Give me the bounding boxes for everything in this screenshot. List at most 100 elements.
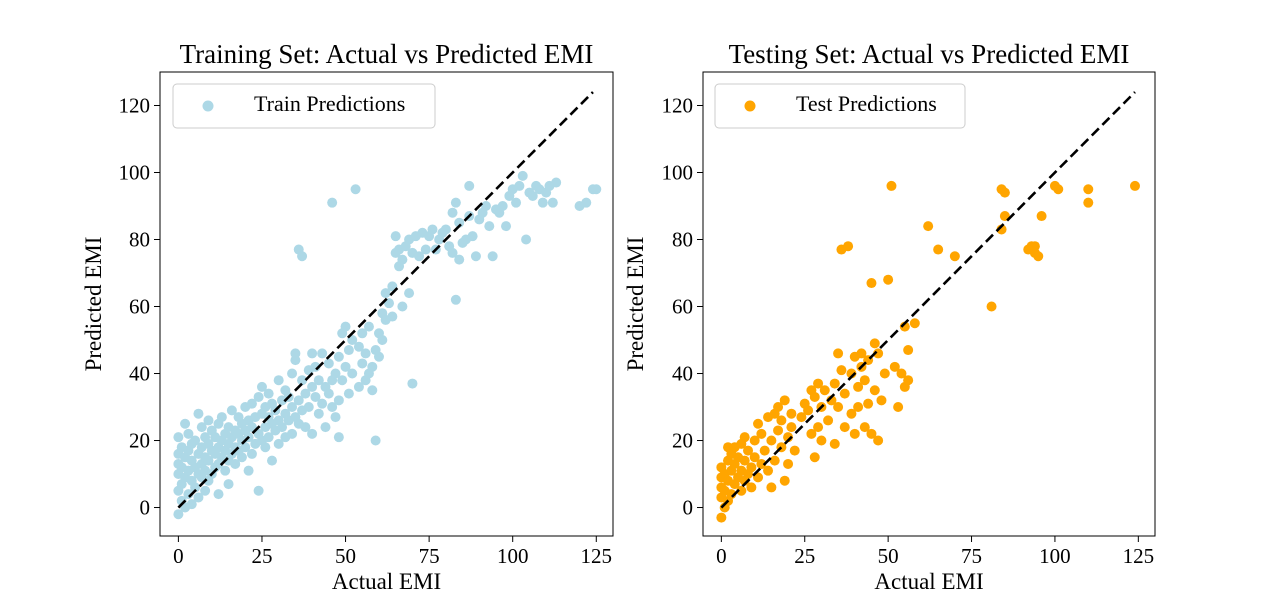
testing-x-tick-label: 0 bbox=[716, 544, 727, 568]
training-y-tick-label: 0 bbox=[140, 496, 151, 520]
training-data-point bbox=[173, 432, 184, 443]
testing-data-point bbox=[756, 428, 767, 439]
training-data-point bbox=[303, 402, 314, 413]
testing-data-point bbox=[786, 408, 797, 419]
training-data-point bbox=[414, 251, 425, 262]
training-data-point bbox=[330, 368, 341, 379]
training-data-point bbox=[464, 180, 475, 191]
training-data-point bbox=[186, 499, 197, 510]
testing-data-point bbox=[1083, 184, 1094, 195]
testing-data-point bbox=[883, 274, 894, 285]
training-legend-marker bbox=[202, 100, 214, 112]
training-data-point bbox=[343, 345, 354, 356]
training-data-point bbox=[203, 455, 214, 466]
training-x-tick-label: 100 bbox=[497, 544, 529, 568]
testing-data-point bbox=[903, 345, 914, 356]
training-data-point bbox=[290, 348, 301, 359]
training-plot-frame bbox=[159, 71, 614, 537]
testing-data-point bbox=[813, 422, 824, 433]
testing-data-point bbox=[869, 338, 880, 349]
testing-y-tick-label: 100 bbox=[662, 161, 694, 185]
testing-x-tick-label: 100 bbox=[1039, 544, 1071, 568]
training-data-point bbox=[256, 381, 267, 392]
training-data-point bbox=[287, 402, 298, 413]
training-data-point bbox=[203, 415, 214, 426]
testing-data-point bbox=[766, 482, 777, 493]
training-data-point bbox=[591, 184, 602, 195]
training-data-point bbox=[307, 348, 318, 359]
training-data-point bbox=[390, 231, 401, 242]
testing-data-point bbox=[773, 425, 784, 436]
training-data-point bbox=[521, 234, 532, 245]
testing-data-point bbox=[779, 475, 790, 486]
testing-data-point bbox=[859, 422, 870, 433]
testing-data-point bbox=[829, 438, 840, 449]
testing-data-point bbox=[879, 368, 890, 379]
training-data-point bbox=[404, 288, 415, 299]
training-data-point bbox=[313, 408, 324, 419]
testing-data-point bbox=[829, 378, 840, 389]
training-data-point bbox=[353, 341, 364, 352]
training-data-point bbox=[317, 348, 328, 359]
training-data-point bbox=[447, 207, 458, 218]
training-data-point bbox=[190, 435, 201, 446]
training-data-point bbox=[353, 381, 364, 392]
testing-data-point bbox=[833, 348, 844, 359]
testing-data-point bbox=[1129, 180, 1140, 191]
testing-x-tick-label: 75 bbox=[961, 544, 982, 568]
training-data-point bbox=[246, 398, 257, 409]
training-data-point bbox=[287, 368, 298, 379]
training-data-point bbox=[263, 388, 274, 399]
training-data-point bbox=[260, 442, 271, 453]
training-data-point bbox=[440, 224, 451, 235]
testing-point-group bbox=[716, 180, 1140, 523]
testing-data-point bbox=[769, 455, 780, 466]
testing-legend-marker bbox=[744, 100, 756, 112]
training-data-point bbox=[180, 418, 191, 429]
training-data-point bbox=[517, 170, 528, 181]
training-data-point bbox=[450, 197, 461, 208]
testing-data-point bbox=[863, 398, 874, 409]
training-data-point bbox=[287, 428, 298, 439]
testing-legend-box bbox=[714, 83, 966, 129]
training-data-point bbox=[246, 448, 257, 459]
testing-data-point bbox=[773, 402, 784, 413]
testing-data-point bbox=[999, 187, 1010, 198]
training-y-tick-label: 60 bbox=[129, 295, 150, 319]
testing-data-point bbox=[893, 402, 904, 413]
training-data-point bbox=[340, 361, 351, 372]
testing-data-point bbox=[846, 408, 857, 419]
testing-y-tick-label: 0 bbox=[683, 496, 694, 520]
training-data-point bbox=[300, 422, 311, 433]
testing-data-point bbox=[809, 391, 820, 402]
training-data-point bbox=[387, 311, 398, 322]
training-data-point bbox=[307, 381, 318, 392]
testing-y-tick-label: 40 bbox=[672, 362, 693, 386]
testing-data-point bbox=[786, 422, 797, 433]
testing-data-point bbox=[806, 428, 817, 439]
testing-data-point bbox=[746, 482, 757, 493]
testing-data-point bbox=[949, 251, 960, 262]
training-data-point bbox=[407, 378, 418, 389]
testing-data-point bbox=[746, 462, 757, 473]
training-data-point bbox=[226, 405, 237, 416]
training-data-point bbox=[223, 479, 234, 490]
testing-data-point bbox=[923, 221, 934, 232]
training-data-point bbox=[243, 465, 254, 476]
training-data-point bbox=[273, 438, 284, 449]
testing-data-point bbox=[743, 445, 754, 456]
training-x-tick-label: 50 bbox=[335, 544, 356, 568]
training-data-point bbox=[327, 197, 338, 208]
training-data-point bbox=[320, 422, 331, 433]
training-data-point bbox=[196, 422, 207, 433]
training-legend-label: Train Predictions bbox=[254, 91, 405, 116]
testing-data-point bbox=[756, 458, 767, 469]
training-data-point bbox=[216, 412, 227, 423]
testing-x-tick-label: 25 bbox=[794, 544, 815, 568]
training-data-point bbox=[363, 321, 374, 332]
testing-data-point bbox=[823, 415, 834, 426]
testing-data-point bbox=[766, 435, 777, 446]
training-data-point bbox=[377, 335, 388, 346]
training-reference-line bbox=[177, 91, 594, 509]
training-data-point bbox=[193, 492, 204, 503]
